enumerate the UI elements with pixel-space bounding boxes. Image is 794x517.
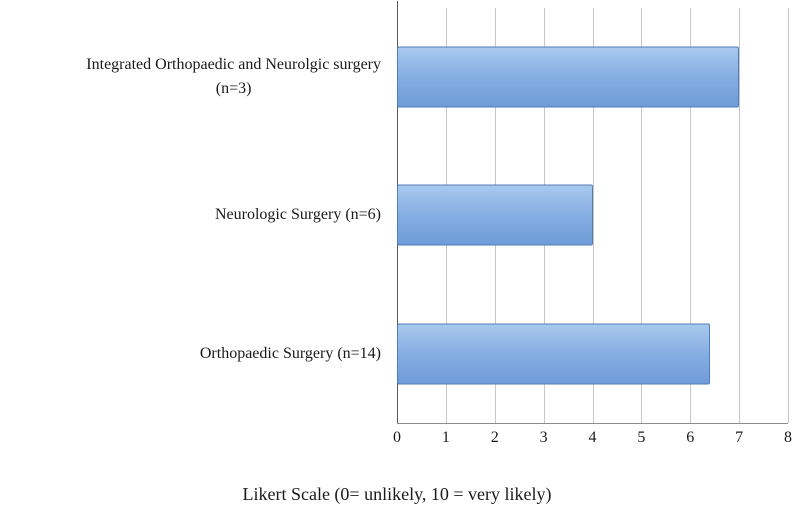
bar-row	[397, 8, 788, 146]
vertical-gridline	[641, 8, 643, 423]
category-label-row: Neurologic Surgery (n=6)	[0, 146, 388, 284]
x-tick-label: 2	[490, 429, 499, 446]
x-tick-label: 6	[686, 429, 695, 446]
vertical-gridline	[739, 8, 741, 423]
category-label: Orthopaedic Surgery (n=14)	[199, 344, 381, 362]
vertical-gridline	[788, 8, 789, 423]
bar	[397, 184, 593, 246]
category-label: Integrated Orthopaedic and Neurolgic sur…	[86, 56, 381, 98]
x-axis-label: Likert Scale (0= unlikely, 10 = very lik…	[242, 484, 552, 504]
category-labels: Integrated Orthopaedic and Neurolgic sur…	[0, 8, 388, 423]
bar-row	[397, 146, 788, 284]
x-tick-label: 0	[393, 429, 401, 446]
x-tick-label: 4	[588, 429, 597, 446]
category-label-row: Integrated Orthopaedic and Neurolgic sur…	[0, 8, 388, 146]
plot-area	[397, 1, 789, 424]
x-tick-label: 3	[539, 429, 548, 446]
category-label: Neurologic Surgery (n=6)	[214, 206, 381, 224]
vertical-gridline	[592, 8, 594, 423]
vertical-gridline	[690, 8, 692, 423]
x-tick-label: 7	[735, 429, 744, 446]
x-tick-label: 1	[441, 429, 450, 446]
category-label-row: Orthopaedic Surgery (n=14)	[0, 285, 388, 423]
x-tick-label: 5	[637, 429, 646, 446]
bar	[397, 46, 740, 108]
bar	[397, 323, 710, 385]
bar-rows	[397, 8, 788, 423]
x-tick-row: 0 1 2 3 4 5 6 7 8	[393, 429, 792, 451]
bar-row	[397, 285, 788, 423]
x-tick-label: 8	[784, 429, 792, 446]
